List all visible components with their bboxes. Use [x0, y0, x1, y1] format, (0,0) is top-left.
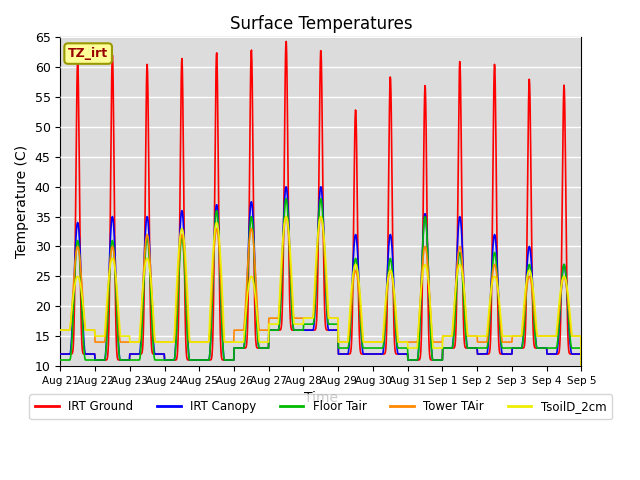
Floor Tair [159, 357, 167, 363]
TsoilD_2cm [159, 339, 167, 345]
TsoilD_2cm [402, 339, 410, 345]
Bar [408, 37, 477, 366]
Bar [60, 37, 130, 366]
Tower TAir [577, 423, 585, 429]
Line: Floor Tair: Floor Tair [60, 199, 581, 426]
Line: IRT Ground: IRT Ground [60, 41, 581, 426]
TsoilD_2cm [172, 292, 180, 298]
IRT Ground [402, 351, 410, 357]
Tower TAir [516, 333, 524, 339]
Line: IRT Canopy: IRT Canopy [60, 187, 581, 426]
IRT Canopy [56, 351, 64, 357]
Bar [199, 37, 269, 366]
IRT Canopy [282, 184, 290, 190]
Tower TAir [159, 339, 167, 345]
Title: Surface Temperatures: Surface Temperatures [230, 15, 412, 33]
TsoilD_2cm [230, 339, 238, 345]
IRT Ground [470, 345, 477, 351]
IRT Ground [516, 345, 524, 351]
IRT Ground [56, 351, 64, 357]
Legend: IRT Ground, IRT Canopy, Floor Tair, Tower TAir, TsoilD_2cm: IRT Ground, IRT Canopy, Floor Tair, Towe… [29, 395, 612, 419]
Bar [547, 37, 581, 366]
Tower TAir [230, 327, 238, 333]
IRT Ground [282, 38, 290, 44]
Text: TZ_irt: TZ_irt [68, 47, 108, 60]
Tower TAir [56, 327, 64, 333]
Y-axis label: Temperature (C): Temperature (C) [15, 145, 29, 258]
IRT Canopy [577, 423, 585, 429]
Line: TsoilD_2cm: TsoilD_2cm [60, 216, 581, 426]
IRT Canopy [470, 345, 477, 351]
Floor Tair [172, 336, 180, 342]
TsoilD_2cm [577, 423, 585, 429]
Tower TAir [402, 339, 410, 345]
Floor Tair [516, 345, 524, 351]
X-axis label: Time: Time [304, 391, 338, 405]
Floor Tair [56, 357, 64, 363]
Tower TAir [172, 311, 180, 317]
Bar [338, 37, 408, 366]
Floor Tair [402, 345, 410, 351]
IRT Canopy [516, 345, 524, 351]
IRT Ground [159, 351, 167, 357]
IRT Canopy [159, 351, 167, 357]
IRT Ground [172, 357, 180, 362]
Floor Tair [282, 196, 290, 202]
IRT Canopy [172, 332, 180, 337]
Bar [130, 37, 199, 366]
Bar [269, 37, 338, 366]
IRT Canopy [402, 351, 410, 357]
TsoilD_2cm [56, 327, 64, 333]
Floor Tair [470, 345, 477, 351]
TsoilD_2cm [470, 333, 477, 339]
Floor Tair [577, 423, 585, 429]
TsoilD_2cm [282, 214, 290, 219]
IRT Canopy [230, 345, 238, 351]
Bar [477, 37, 547, 366]
Tower TAir [470, 333, 477, 339]
TsoilD_2cm [516, 333, 524, 339]
IRT Ground [577, 423, 585, 429]
Line: Tower TAir: Tower TAir [60, 216, 581, 426]
IRT Ground [230, 345, 238, 351]
Floor Tair [230, 345, 238, 351]
Tower TAir [282, 214, 290, 219]
